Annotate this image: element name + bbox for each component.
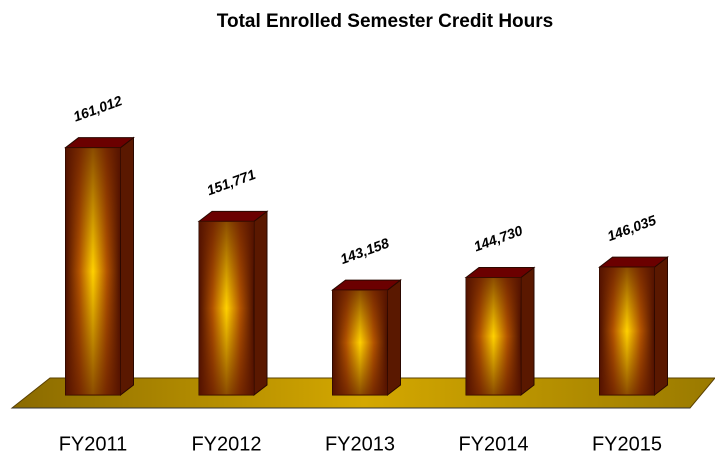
bar-shade: [599, 267, 655, 395]
value-label: 146,035: [605, 212, 658, 244]
x-tick-label: FY2014: [458, 433, 528, 455]
bar-shade: [466, 277, 521, 395]
x-tick-label: FY2012: [191, 433, 261, 455]
bar-shade: [199, 221, 254, 395]
value-label: 151,771: [205, 166, 258, 198]
bar: [331, 279, 402, 397]
x-tick-label: FY2013: [325, 433, 395, 455]
value-label: 144,730: [472, 222, 525, 254]
bar: [197, 210, 269, 397]
bar-shade: [65, 147, 121, 395]
value-label: 161,012: [71, 92, 124, 124]
bar-side: [520, 266, 535, 397]
bar: [64, 136, 135, 397]
bar-shade: [332, 290, 388, 395]
bar-side: [387, 279, 401, 397]
x-tick-label: FY2015: [592, 433, 662, 455]
bar-side: [120, 136, 134, 397]
bar: [598, 256, 669, 397]
chart-title: Total Enrolled Semester Credit Hours: [217, 11, 553, 32]
value-label: 143,158: [338, 235, 391, 267]
bar-side: [654, 256, 668, 397]
x-tick-label: FY2011: [59, 433, 128, 455]
bar-side: [253, 210, 268, 397]
bar: [464, 266, 536, 397]
